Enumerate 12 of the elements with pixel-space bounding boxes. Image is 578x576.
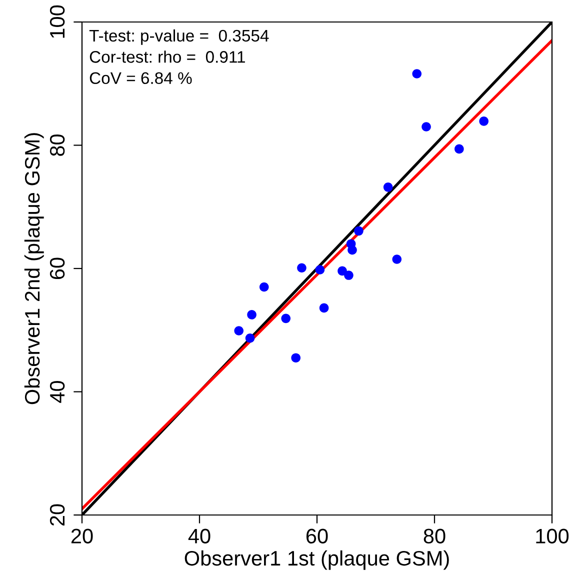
y-tick-label: 100: [50, 5, 65, 38]
x-tick-label: 80: [424, 528, 446, 544]
x-tick-label: 60: [306, 528, 328, 544]
x-tick-label: 40: [188, 528, 210, 544]
y-tick-label: 40: [50, 380, 65, 403]
x-axis-title: Observer1 1st (plaque GSM): [184, 550, 449, 570]
y-tick-label: 20: [50, 504, 65, 526]
y-tick-label: 60: [50, 258, 65, 280]
x-tick-label: 100: [536, 528, 569, 544]
y-tick-label: 80: [50, 134, 65, 156]
y-axis-title: Observer1 2nd (plaque GSM): [24, 133, 44, 404]
x-tick-label: 20: [71, 528, 93, 544]
